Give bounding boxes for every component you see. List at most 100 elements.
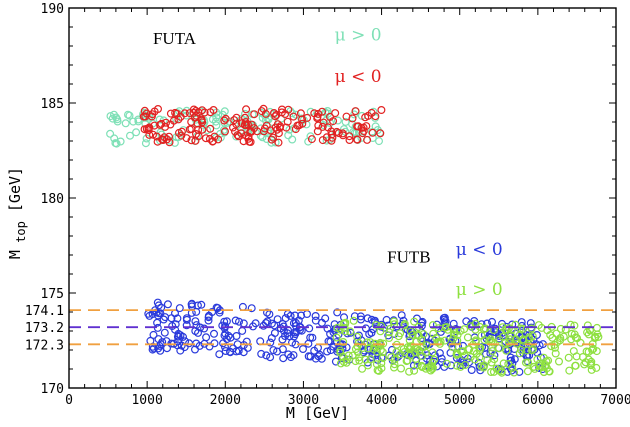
legend-entry: μ < 0 [335,67,382,87]
data-point [413,330,422,339]
data-point [571,361,580,370]
data-point [385,334,394,343]
data-point [519,324,528,333]
data-point [273,315,282,324]
data-point [163,135,172,144]
data-point [173,314,182,323]
data-point [152,132,161,141]
data-point [145,130,154,139]
data-point [353,332,362,341]
y-axis-title-unit: [GeV] [6,167,24,221]
data-point [417,335,426,344]
data-point [245,137,254,146]
data-point [230,116,239,125]
points-layer [106,104,603,377]
data-point [385,328,394,337]
data-point [495,335,504,344]
data-point [490,351,499,360]
data-point [242,105,251,114]
data-point [166,120,175,129]
data-point [121,119,130,128]
data-point [584,330,593,339]
data-point [192,307,201,316]
data-point [294,316,303,325]
data-point [528,344,537,353]
data-point [588,345,597,354]
data-point [527,346,536,355]
data-point [273,347,282,356]
reference-line-label: 173.2 [25,321,64,336]
data-point [339,352,348,361]
data-point [314,109,323,118]
data-point [377,321,386,330]
data-point [274,138,283,147]
data-point [373,347,382,356]
data-point [239,137,248,146]
data-point [490,355,499,364]
data-point [182,134,191,143]
data-point [354,122,363,131]
data-point [456,362,465,371]
data-point [311,354,320,363]
data-point [452,361,461,370]
data-point [170,138,179,147]
data-point [333,308,342,317]
data-point [437,354,446,363]
data-point [564,353,573,362]
data-point [332,333,341,342]
data-point [201,134,210,143]
data-point [349,316,358,325]
data-point [116,137,125,146]
data-point [251,319,260,328]
data-point [374,366,383,375]
data-point [284,105,293,114]
data-point [185,109,194,118]
data-point [551,349,560,358]
data-point [267,334,276,343]
data-point [244,132,253,141]
data-point [197,300,206,309]
data-point [429,329,438,338]
data-point [540,362,549,371]
data-point [150,121,159,130]
data-point [346,327,355,336]
data-point [488,338,497,347]
data-point [501,325,510,334]
data-point [269,346,278,355]
data-point [344,351,353,360]
data-point [371,122,380,131]
y-tick-label: 185 [41,97,64,112]
data-point [174,332,183,341]
data-point [267,319,276,328]
data-point [205,134,214,143]
data-point [515,349,524,358]
reference-lines [69,309,616,346]
data-point [279,354,288,363]
data-point [221,347,230,356]
data-point [198,118,207,127]
data-point [211,117,220,126]
data-point [548,333,557,342]
data-point [544,367,553,376]
data-point [149,330,158,339]
data-point [356,312,365,321]
data-point [377,105,386,114]
data-point [400,321,409,330]
data-point [175,128,184,137]
data-point [435,349,444,358]
legend-entry: μ < 0 [456,240,503,260]
data-point [156,346,165,355]
data-point [153,318,162,327]
x-tick-label: 5000 [444,393,475,408]
data-point [530,362,539,371]
data-point [467,366,476,375]
data-point [386,324,395,333]
data-point [235,317,244,326]
data-point [219,339,228,348]
data-point [262,351,271,360]
data-point [366,355,375,364]
data-point [379,354,388,363]
data-point [163,300,172,309]
data-point [123,110,132,119]
